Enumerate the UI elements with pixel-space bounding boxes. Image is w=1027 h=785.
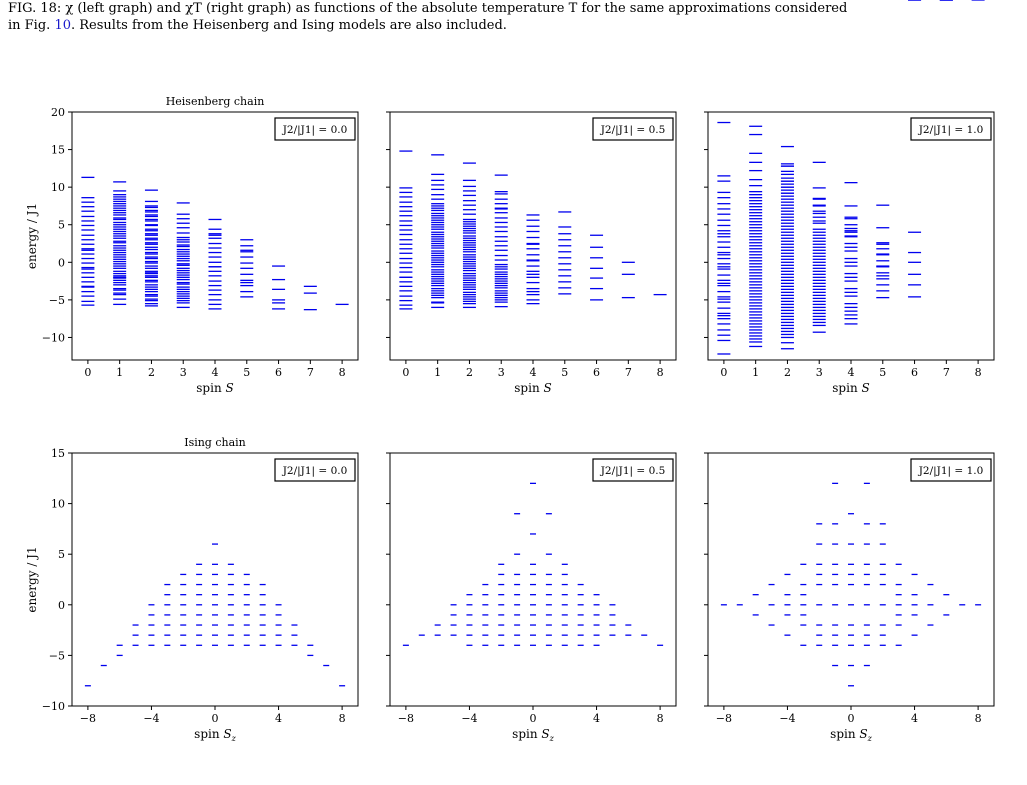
legend-label: J2/|J1| = 0.0 — [282, 465, 348, 478]
x-tick-label: −8 — [80, 712, 96, 725]
caption-text-b: . Results from the Heisenberg and Ising … — [70, 18, 507, 33]
x-tick-label: 6 — [593, 366, 600, 379]
x-tick-label: 4 — [212, 366, 219, 379]
legend-label: J2/|J1| = 0.5 — [600, 465, 666, 478]
chart-panel-5: −8 −4 0 4 8 spin Sz J2/|J1| = 0.5 — [386, 452, 677, 743]
chart-panel-1: 0 1 2 3 4 5 6 7 8 −10 −5 0 5 10 15 20 spin S energy / J1 H… — [25, 95, 359, 395]
x-tick-label: 3 — [498, 366, 505, 379]
legend-box — [910, 458, 992, 482]
legend-box — [274, 117, 356, 141]
x-tick-label: 7 — [625, 366, 632, 379]
figure-reference-link[interactable]: 10 — [54, 18, 71, 33]
axes-frame — [71, 452, 359, 707]
x-tick-label: 1 — [434, 366, 441, 379]
legend-label: J2/|J1| = 1.0 — [918, 124, 984, 137]
x-tick-label: 4 — [848, 366, 855, 379]
legend-label: J2/|J1| = 0.5 — [600, 124, 666, 137]
y-axis-label: energy / J1 — [25, 203, 39, 269]
x-tick-label: 0 — [720, 366, 727, 379]
x-tick-label: 4 — [593, 712, 600, 725]
x-tick-label: 6 — [911, 366, 918, 379]
legend-box — [274, 458, 356, 482]
x-tick-label: 4 — [911, 712, 918, 725]
x-tick-label: 0 — [212, 712, 219, 725]
x-tick-label: 1 — [116, 366, 123, 379]
chart-panel-2: 0 1 2 3 4 5 6 7 8 spin S J2/|J1| = 0.5 — [386, 111, 677, 395]
figure-caption: FIG. 18: χ (left graph) and χT (right gr… — [8, 0, 1020, 34]
x-tick-label: −4 — [143, 712, 159, 725]
chart-panel-6: −8 −4 0 4 8 spin Sz J2/|J1| = 1.0 — [704, 452, 995, 743]
x-tick-label: 7 — [943, 366, 950, 379]
x-axis-label: spin Sz — [194, 727, 236, 743]
y-tick-label: −5 — [49, 649, 65, 662]
x-axis-label: spin Sz — [512, 727, 554, 743]
legend-label: J2/|J1| = 1.0 — [918, 465, 984, 478]
x-tick-label: 2 — [466, 366, 473, 379]
x-tick-label: 2 — [148, 366, 155, 379]
axes-frame — [707, 452, 995, 707]
x-tick-label: 0 — [530, 712, 537, 725]
x-axis-label: spin S — [832, 381, 869, 395]
y-tick-label: −10 — [42, 700, 65, 713]
x-tick-label: 0 — [84, 366, 91, 379]
y-axis-label: energy / J1 — [25, 546, 39, 612]
x-axis-label: spin S — [196, 381, 233, 395]
chart-title: Heisenberg chain — [166, 95, 265, 108]
y-tick-label: 20 — [51, 106, 65, 119]
chart-panel-4: −8 −4 0 4 8 −10 −5 0 5 10 15 spin Sz energy / J1 Isin… — [25, 436, 359, 743]
x-tick-label: −8 — [398, 712, 414, 725]
caption-text-a: in Fig. — [8, 18, 55, 33]
x-tick-label: 8 — [657, 366, 664, 379]
caption-line-2: in Fig. 10. Results from the Heisenberg … — [8, 17, 1020, 34]
caption-line-1: FIG. 18: χ (left graph) and χT (right gr… — [8, 1, 848, 16]
x-tick-label: 8 — [975, 712, 982, 725]
x-tick-label: 2 — [784, 366, 791, 379]
x-tick-label: 1 — [752, 366, 759, 379]
x-tick-label: 7 — [307, 366, 314, 379]
y-tick-label: 5 — [58, 219, 65, 232]
x-tick-label: 4 — [530, 366, 537, 379]
legend-box — [592, 458, 674, 482]
x-tick-label: 8 — [657, 712, 664, 725]
x-tick-label: 8 — [339, 712, 346, 725]
x-axis-label: spin Sz — [830, 727, 872, 743]
chart-title: Ising chain — [184, 436, 246, 449]
x-tick-label: 5 — [243, 366, 250, 379]
y-tick-label: 0 — [58, 256, 65, 269]
x-tick-label: 8 — [339, 366, 346, 379]
x-tick-label: 6 — [275, 366, 282, 379]
y-tick-label: 10 — [51, 181, 65, 194]
axes-frame — [389, 111, 677, 361]
y-tick-label: 15 — [51, 144, 65, 157]
legend-box — [910, 117, 992, 141]
x-tick-label: 0 — [402, 366, 409, 379]
legend-box — [592, 117, 674, 141]
y-tick-label: 5 — [58, 548, 65, 561]
x-tick-label: 5 — [561, 366, 568, 379]
chart-panel-3: 0 1 2 3 4 5 6 7 8 spin S J2/|J1| = 1.0 — [704, 0, 995, 395]
x-tick-label: 4 — [275, 712, 282, 725]
axes-frame — [389, 452, 677, 707]
x-tick-label: 3 — [816, 366, 823, 379]
x-tick-label: 3 — [180, 366, 187, 379]
x-tick-label: −4 — [779, 712, 795, 725]
y-tick-label: 0 — [58, 599, 65, 612]
legend-label: J2/|J1| = 0.0 — [282, 124, 348, 137]
x-tick-label: −8 — [716, 712, 732, 725]
y-tick-label: −5 — [49, 294, 65, 307]
y-tick-label: 15 — [51, 447, 65, 460]
x-tick-label: 8 — [975, 366, 982, 379]
x-tick-label: −4 — [461, 712, 477, 725]
y-tick-label: −10 — [42, 331, 65, 344]
y-tick-label: 10 — [51, 498, 65, 511]
x-tick-label: 5 — [879, 366, 886, 379]
x-axis-label: spin S — [514, 381, 551, 395]
x-tick-label: 0 — [848, 712, 855, 725]
